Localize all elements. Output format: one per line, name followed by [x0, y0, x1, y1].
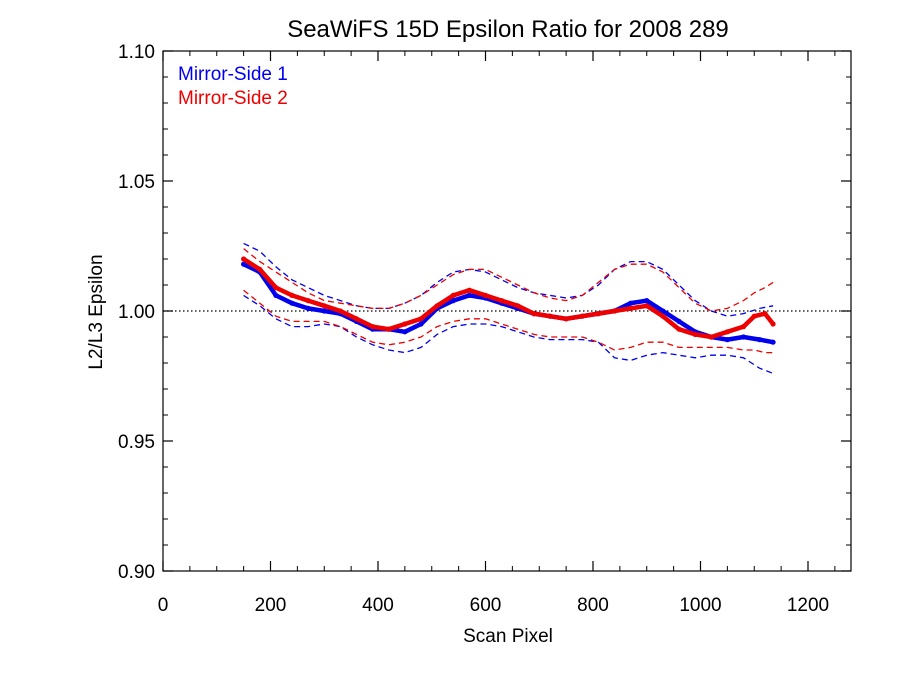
y-tick-label: 1.05: [118, 172, 155, 193]
mirror-side-2-data-point: [611, 308, 618, 314]
mirror-side-1-data-point: [305, 305, 311, 311]
mirror-side-2-data-point: [660, 313, 666, 319]
x-tick-label: 400: [362, 595, 394, 616]
mirror-side-2-data-point: [482, 292, 489, 298]
mirror-side-2-data-point: [676, 326, 682, 332]
mirror-side-2-data-point: [241, 256, 247, 262]
y-tick-label: 1.00: [118, 302, 155, 323]
mirror-side-2-data-point: [353, 316, 360, 322]
mirror-side-1-data-point: [273, 292, 279, 298]
chart-title: SeaWiFS 15D Epsilon Ratio for 2008 289: [287, 16, 729, 43]
y-tick-label: 0.90: [118, 562, 155, 583]
x-tick-label: 200: [255, 595, 287, 616]
mirror-side-2-data-point: [321, 303, 327, 309]
y-axis-label: L2/L3 Epsilon: [86, 254, 107, 369]
mirror-side-1-data-point: [402, 329, 408, 335]
mirror-side-2-data-point: [515, 303, 521, 309]
legend-entry-mirror-side-1: Mirror-Side 1: [178, 64, 288, 85]
mirror-side-1-data-point: [644, 298, 650, 304]
mirror-side-1-data-point: [241, 261, 247, 267]
x-tick-label: 800: [577, 595, 609, 616]
mirror-side-2-data-point: [337, 308, 343, 314]
mirror-side-1-data-point: [660, 308, 666, 314]
mirror-side-1-upper-bound-line: [243, 242, 774, 317]
mirror-side-2-data-point: [273, 285, 279, 291]
mirror-side-2-data-point: [770, 321, 776, 327]
y-tick-label: 0.95: [118, 432, 155, 453]
mirror-side-2-data-point: [386, 326, 392, 332]
mirror-side-2-data-point: [708, 334, 714, 340]
mirror-side-1-data-point: [724, 337, 730, 343]
mirror-side-1-data-point: [450, 298, 456, 304]
mirror-side-2-data-point: [628, 305, 634, 311]
mirror-side-1-series-line: [241, 261, 776, 345]
mirror-side-2-data-point: [740, 324, 747, 330]
mirror-side-2-data-point: [402, 321, 408, 327]
mirror-side-2-upper-bound-line: [243, 248, 774, 312]
mirror-side-1-data-point: [289, 300, 295, 306]
mirror-side-1-data-point: [466, 292, 472, 298]
mirror-side-1-data-point: [418, 321, 424, 327]
mirror-side-1-data-point: [740, 334, 747, 340]
mirror-side-2-data-point: [692, 331, 698, 337]
mirror-side-2-data-point: [724, 329, 730, 335]
mirror-side-2-data-point: [595, 311, 601, 317]
mirror-side-2-data-point: [499, 298, 505, 304]
mirror-side-1-data-point: [757, 337, 763, 343]
mirror-side-1-data-point: [770, 339, 776, 345]
plot-frame: [162, 50, 852, 572]
mirror-side-2-data-point: [370, 324, 376, 330]
mirror-side-2-data-point: [450, 292, 456, 298]
mirror-side-1-data-point: [628, 300, 634, 306]
mirror-side-2-data-point: [579, 313, 585, 319]
mirror-side-2-series-line: [241, 256, 776, 340]
mirror-side-2-data-point: [305, 298, 311, 304]
mirror-side-2-data-point: [644, 303, 650, 309]
mirror-side-2-data-point: [563, 316, 569, 322]
mirror-side-2-data-point: [434, 303, 440, 309]
mirror-side-1-data-point: [321, 308, 327, 314]
mirror-side-2-lower-bound-line: [243, 289, 774, 354]
y-tick-label: 1.10: [118, 42, 155, 63]
mirror-side-2-data-point: [418, 316, 424, 322]
mirror-side-2-data-point: [531, 311, 537, 317]
x-tick-label: 600: [470, 595, 502, 616]
x-axis-label: Scan Pixel: [463, 626, 553, 647]
legend-entry-mirror-side-2: Mirror-Side 2: [178, 88, 288, 109]
mirror-side-2-data-point: [547, 313, 553, 319]
mirror-side-2-data-point: [762, 311, 768, 317]
x-tick-label: 1200: [787, 595, 829, 616]
mirror-side-2-data-point: [257, 266, 263, 272]
x-tick-label: 1000: [679, 595, 721, 616]
plot-area: [162, 50, 851, 572]
mirror-side-2-data-point: [289, 292, 295, 298]
mirror-side-2-data-point: [751, 313, 757, 319]
mirror-side-1-data-point: [676, 318, 682, 324]
x-tick-label: 0: [158, 595, 169, 616]
mirror-side-2-data-point: [466, 287, 472, 293]
